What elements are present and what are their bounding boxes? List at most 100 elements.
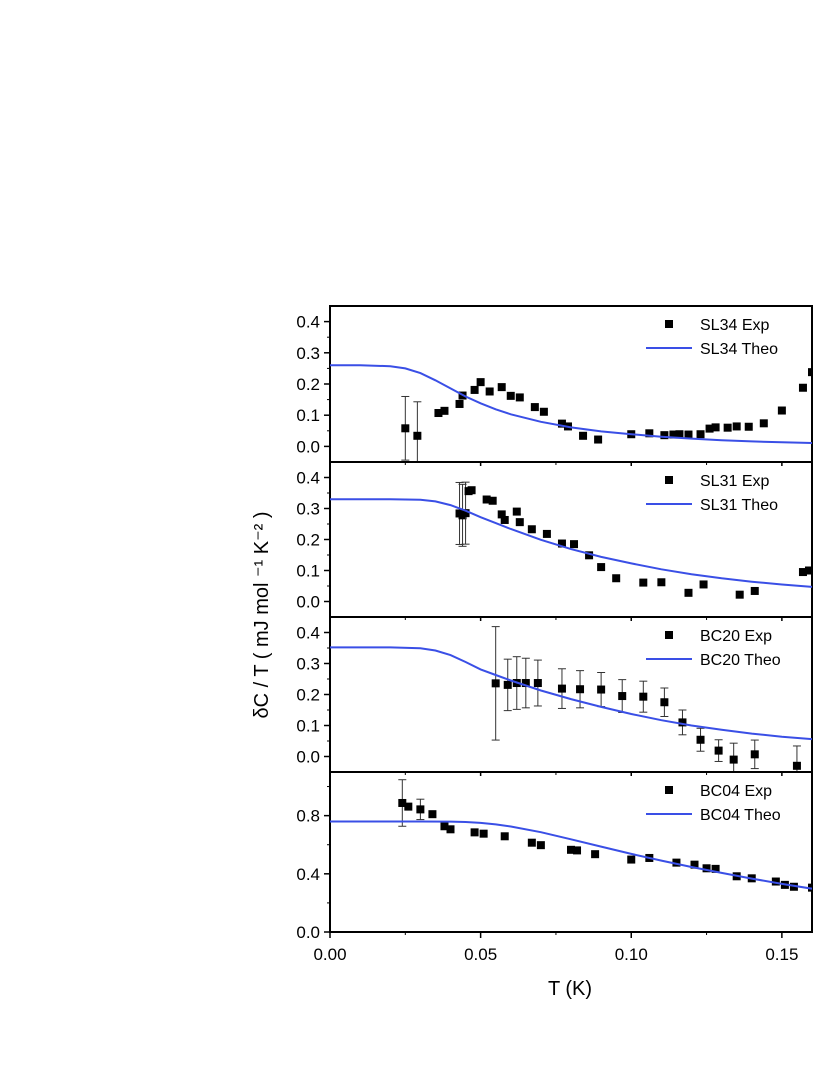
y-tick-label: 0.0 (296, 437, 320, 456)
data-point (771, 877, 780, 886)
theory-curve (330, 820, 812, 890)
data-point (573, 846, 582, 855)
data-point (497, 383, 506, 392)
data-point (401, 424, 410, 433)
data-point (539, 407, 548, 416)
data-point (744, 422, 753, 431)
data-point (485, 387, 494, 396)
legend-label: SL34 Theo (700, 341, 778, 358)
y-tick-label: 0.0 (296, 593, 320, 612)
data-point (702, 864, 711, 873)
data-point (567, 845, 575, 854)
data-point (594, 435, 603, 444)
data-point (732, 422, 741, 431)
theory-curve (330, 646, 812, 741)
data-point (696, 735, 705, 744)
data-point (570, 540, 579, 549)
y-tick-label: 0.8 (296, 807, 320, 826)
data-point (678, 718, 687, 727)
legend-marker (665, 320, 673, 328)
theory-curve (330, 498, 812, 588)
data-point (714, 746, 723, 755)
data-point (777, 406, 786, 415)
data-point (482, 495, 491, 504)
data-point (612, 574, 621, 583)
y-tick-label: 0.4 (296, 313, 320, 332)
plot-area (330, 481, 812, 599)
data-point (798, 383, 807, 392)
data-point (660, 431, 669, 440)
data-point (711, 423, 720, 432)
data-point (446, 825, 455, 834)
data-point (521, 679, 530, 688)
data-point (696, 430, 705, 439)
data-point (527, 525, 536, 534)
data-point (497, 510, 506, 519)
data-point (729, 755, 738, 764)
data-point (515, 518, 524, 527)
data-point (440, 822, 449, 831)
data-point (434, 409, 443, 418)
panel-sl34: 0.0 0.1 0.2 0.3 0.4 SL34 Exp SL34 Theo (296, 305, 813, 466)
legend-label: SL31 Theo (700, 497, 778, 514)
y-tick-label: 0.4 (296, 469, 320, 488)
data-point (576, 685, 585, 694)
y-tick-label: 0.3 (296, 655, 320, 674)
x-tick-label: 0.10 (615, 945, 648, 964)
data-point (530, 403, 539, 412)
data-point (750, 586, 759, 595)
data-point (672, 858, 681, 867)
data-point (735, 590, 744, 599)
data-point (618, 692, 627, 701)
data-point (467, 486, 476, 495)
data-point (792, 761, 801, 770)
data-point (798, 568, 807, 577)
x-tick-label: 0.05 (464, 945, 497, 964)
data-point (639, 578, 648, 587)
legend-label: SL34 Exp (700, 317, 769, 334)
y-axis-title: δC / T ( mJ mol ⁻¹ K⁻² ) (251, 511, 273, 718)
legend-label: BC20 Exp (700, 628, 772, 645)
data-point (597, 685, 606, 694)
data-point (527, 838, 536, 847)
data-point (645, 429, 654, 438)
legend-marker (665, 631, 673, 639)
y-tick-label: 0.0 (296, 748, 320, 767)
data-point (515, 393, 524, 402)
data-point (675, 430, 684, 439)
y-tick-label: 0.4 (296, 624, 320, 643)
plot-area (330, 364, 812, 462)
data-point (699, 580, 708, 589)
data-point (455, 399, 464, 408)
data-point (476, 378, 485, 387)
data-point (533, 679, 542, 688)
plot-area (330, 626, 812, 772)
data-point (542, 529, 551, 538)
data-point (639, 692, 648, 701)
data-point (627, 855, 636, 864)
data-point (808, 368, 812, 377)
x-tick-label: 0.00 (313, 945, 346, 964)
y-tick-label: 0.2 (296, 375, 320, 394)
x-tick-label: 0.15 (765, 945, 798, 964)
data-point (440, 406, 449, 415)
data-point (461, 509, 470, 518)
data-point (759, 419, 768, 428)
data-point (413, 431, 422, 440)
data-point (591, 850, 600, 859)
y-tick-label: 0.2 (296, 686, 320, 705)
data-point (488, 496, 497, 505)
legend-marker (665, 476, 673, 484)
y-tick-label: 0.0 (296, 923, 320, 942)
data-point (500, 515, 509, 524)
data-point (750, 750, 759, 759)
y-tick-label: 0.4 (296, 865, 320, 884)
y-tick-label: 0.3 (296, 500, 320, 519)
data-point (711, 864, 720, 873)
plot-area (330, 779, 812, 892)
data-point (428, 810, 437, 819)
data-point (684, 588, 693, 597)
y-tick-label: 0.3 (296, 344, 320, 363)
legend-label: SL31 Exp (700, 473, 769, 490)
